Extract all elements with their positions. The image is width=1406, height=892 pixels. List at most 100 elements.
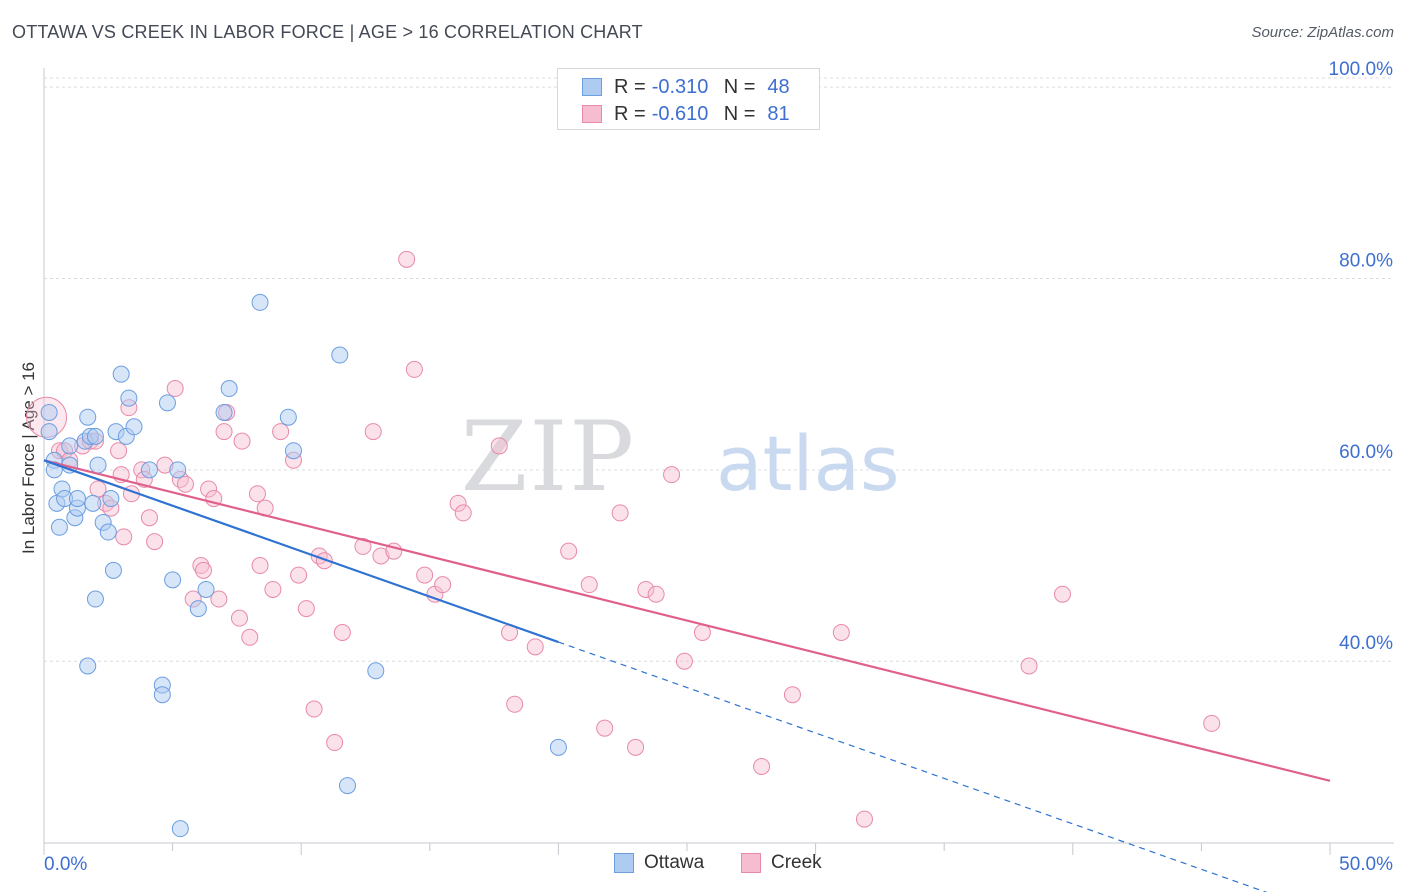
ottawa-point [50,518,68,536]
legend-n-label: N = [723,102,756,125]
y-tick-label: 60.0% [1339,442,1393,463]
legend-label-creek: Creek [771,852,822,873]
ottawa-point [549,738,567,756]
trend-lines [43,459,1331,892]
legend-swatch-creek [582,105,602,123]
ottawa-point [279,408,297,426]
y-tick-label: 100.0% [1329,59,1394,80]
creek-point [647,585,665,603]
creek-point [506,695,524,713]
ottawa-trend-line [43,459,559,644]
ottawa-point [120,389,138,407]
legend-n-label: N = [723,75,756,98]
creek-trend-line [43,459,1331,782]
creek-point [1054,585,1072,603]
ottawa-point [89,456,107,474]
tick-labels: 40.0% 60.0% 80.0% 100.0% 0.0% 50.0% [44,59,1393,875]
creek-point [372,547,390,565]
legend-item-ottawa[interactable]: Ottawa [614,852,704,874]
legend-r-label: R = [614,102,646,125]
ottawa-point [338,777,356,795]
creek-point [832,624,850,642]
ottawa-point [164,571,182,589]
creek-point [210,590,228,608]
creek-point [580,576,598,594]
creek-point [297,600,315,618]
y-tick-label: 40.0% [1339,633,1393,654]
creek-point [1203,714,1221,732]
ottawa-point [104,561,122,579]
ottawa-point [102,490,120,508]
creek-point [398,250,416,268]
ottawa-point [367,662,385,680]
series-legend: Ottawa Creek [0,852,1406,878]
creek-points [26,250,1221,828]
legend-row-ottawa: R = -0.310 N = 48 [582,75,790,99]
creek-point [251,557,269,575]
creek-point [248,485,266,503]
creek-point [354,537,372,555]
creek-point [290,566,308,584]
grid [44,77,1394,662]
creek-point [753,757,771,775]
ottawa-point [68,490,86,508]
x-tick-label: 0.0% [44,854,87,875]
ottawa-point [220,380,238,398]
creek-point [364,423,382,441]
ottawa-point [99,523,117,541]
ottawa-point [84,494,102,512]
ottawa-point [79,408,97,426]
ottawa-point [86,427,104,445]
legend-n-value: 81 [767,102,790,125]
creek-point [855,810,873,828]
chart-title: OTTAWA VS CREEK IN LABOR FORCE | AGE > 1… [12,22,643,42]
creek-point [783,686,801,704]
creek-point [434,576,452,594]
creek-point [176,475,194,493]
ottawa-point [79,657,97,675]
y-tick-label: 80.0% [1339,250,1393,271]
creek-point [215,423,233,441]
legend-r-value: -0.610 [651,102,709,125]
legend-row-creek: R = -0.610 N = 81 [582,102,790,126]
creek-point [454,504,472,522]
creek-point [663,466,681,484]
watermark-atlas: atlas [716,419,900,508]
creek-point [416,566,434,584]
creek-point [140,509,158,527]
creek-point [315,552,333,570]
creek-point [264,580,282,598]
ottawa-point [251,293,269,311]
creek-point [405,360,423,378]
creek-point [194,561,212,579]
creek-point [449,494,467,512]
legend-r-label: R = [614,75,646,98]
ottawa-point [153,686,171,704]
creek-point [637,580,655,598]
ottawa-point [284,442,302,460]
x-tick-label: 50.0% [1339,854,1393,875]
ottawa-trend-extension [558,641,1268,892]
legend-swatch-ottawa [614,853,634,873]
legend-item-creek[interactable]: Creek [741,852,822,874]
creek-point [241,628,259,646]
legend-swatch-ottawa [582,78,602,96]
creek-point [526,638,544,656]
ottawa-point [86,590,104,608]
axes [43,68,1394,855]
ottawa-point [112,365,130,383]
creek-point [305,700,323,718]
creek-point [560,542,578,560]
ottawa-point [40,403,58,421]
creek-point [611,504,629,522]
creek-point [166,380,184,398]
legend-r-value: -0.310 [651,75,709,98]
ottawa-points [40,293,567,838]
creek-point [490,437,508,455]
source-label: Source: ZipAtlas.com [1251,24,1394,41]
ottawa-point [140,461,158,479]
legend-label-ottawa: Ottawa [644,852,705,873]
creek-point [1020,657,1038,675]
legend-n-value: 48 [767,75,790,98]
